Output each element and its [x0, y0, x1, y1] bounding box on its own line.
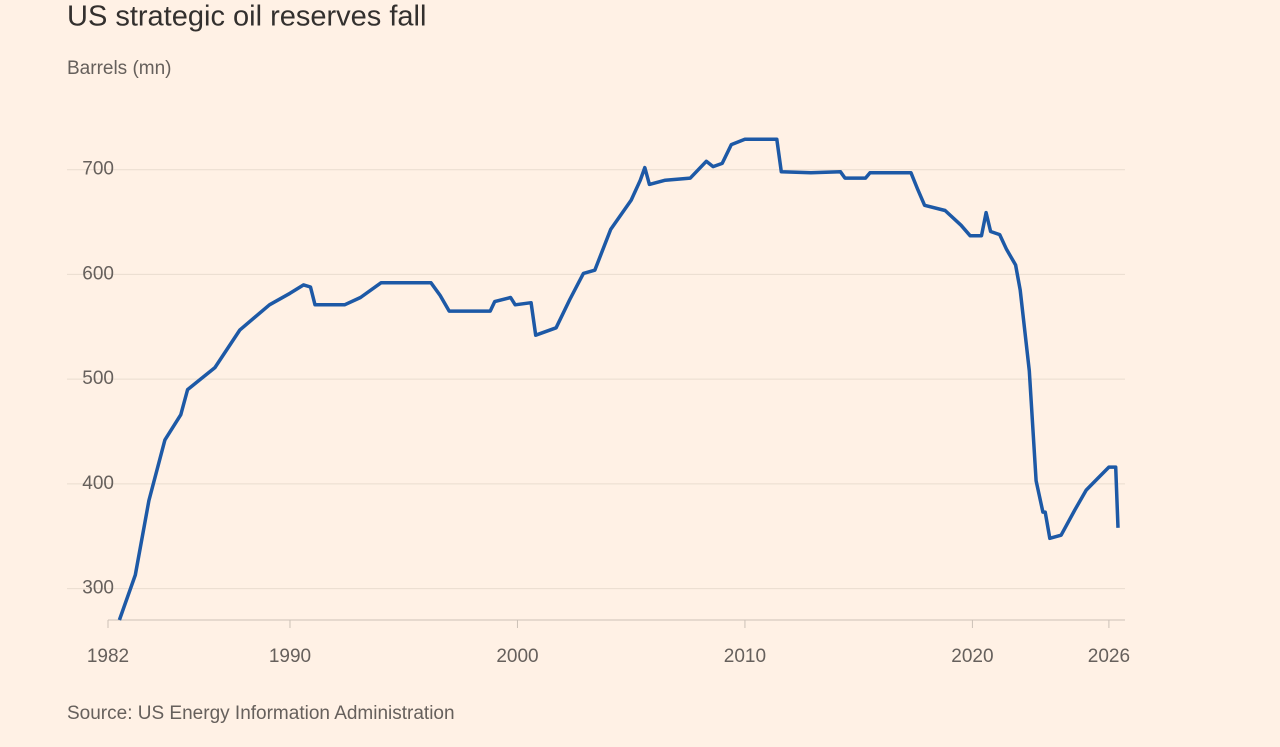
chart-subtitle: Barrels (mn): [67, 58, 172, 79]
x-tick-label: 2000: [496, 646, 538, 667]
data-line: [117, 137, 1120, 621]
x-tick-label: 1982: [87, 646, 129, 667]
x-tick-label: 2020: [951, 646, 993, 667]
y-tick-label: 400: [82, 473, 114, 494]
y-tick-label: 600: [82, 263, 114, 284]
x-tick-label: 2010: [724, 646, 766, 667]
x-tick-label: 1990: [269, 646, 311, 667]
x-tick-label: 2026: [1088, 646, 1130, 667]
y-tick-label: 500: [82, 368, 114, 389]
chart-title: US strategic oil reserves fall: [67, 1, 426, 33]
y-tick-label: 700: [82, 159, 114, 180]
source-note: Source: US Energy Information Administra…: [67, 703, 455, 724]
y-tick-label: 300: [82, 578, 114, 599]
